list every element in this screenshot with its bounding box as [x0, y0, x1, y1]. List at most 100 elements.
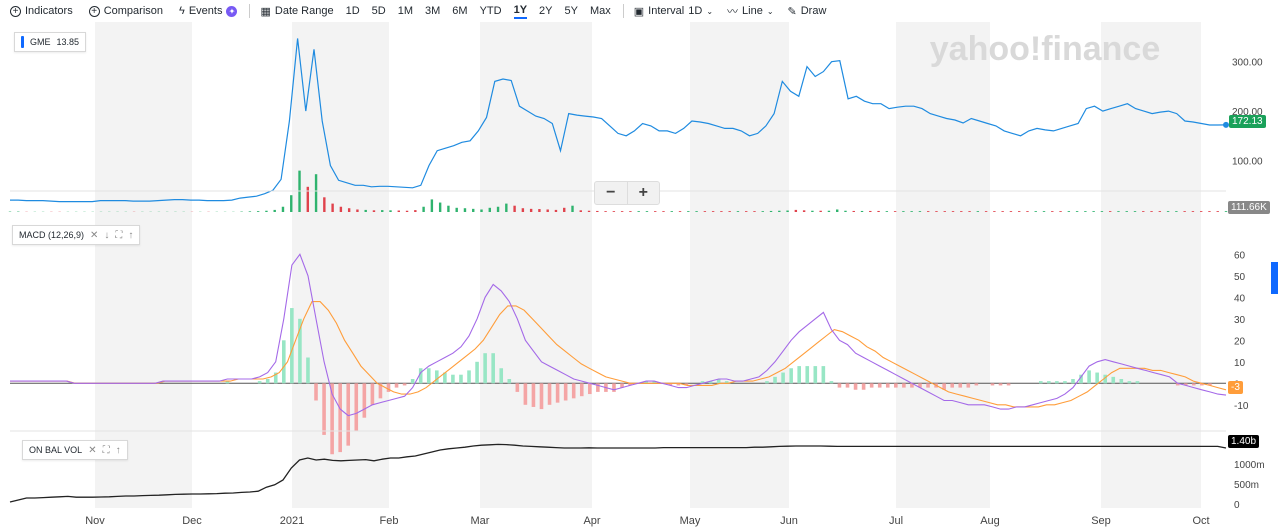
volume-bar: [480, 209, 483, 212]
price-tick-label: 300.00: [1232, 58, 1263, 69]
divider: [249, 4, 251, 18]
macd-tick-label: -10: [1234, 401, 1249, 412]
chevron-down-icon: ⌄: [766, 6, 774, 16]
volume-bar: [513, 205, 516, 212]
volume-bar: [968, 211, 971, 212]
macd-histogram-bar: [386, 383, 391, 392]
price-legend[interactable]: GME 13.85: [14, 32, 87, 52]
side-expand-button[interactable]: [1271, 262, 1278, 294]
obv-tag: 1.40b: [1228, 435, 1260, 448]
macd-histogram-bar: [1103, 374, 1108, 384]
volume-bar: [1084, 211, 1087, 212]
macd-histogram-bar: [1111, 376, 1116, 384]
events-button[interactable]: ϟ Events ✦: [179, 5, 238, 17]
volume-bar: [1158, 211, 1162, 212]
volume-bar: [273, 209, 276, 212]
volume-bar: [1059, 211, 1062, 212]
comparison-button[interactable]: + Comparison: [88, 5, 163, 17]
volume-bar: [951, 211, 955, 212]
price-tick-label: 200.00: [1232, 107, 1263, 118]
expand-icon[interactable]: ⛶: [102, 444, 110, 456]
chart-toolbar: + Indicators + Comparison ϟ Events ✦ ▦ Date R…: [0, 0, 1278, 22]
range-ytd[interactable]: YTD: [479, 5, 502, 17]
macd-histogram-bar: [1208, 383, 1212, 386]
close-icon[interactable]: ✕: [88, 444, 97, 456]
obv-legend[interactable]: ON BAL VOL ✕ ⛶ ↑: [22, 440, 128, 460]
range-1m[interactable]: 1M: [397, 5, 414, 17]
range-6m[interactable]: 6M: [452, 5, 468, 17]
macd-histogram-bar: [724, 381, 729, 384]
volume-bar: [811, 210, 814, 212]
macd-histogram-bar: [765, 381, 769, 384]
date-range-button[interactable]: ▦ Date Range: [260, 5, 334, 18]
obv-series-line: [9, 443, 1227, 503]
macd-histogram-bar: [459, 374, 463, 384]
macd-histogram-bar: [265, 379, 270, 384]
volume-bar: [381, 210, 384, 212]
price-tick-label: 100.00: [1232, 157, 1263, 168]
volume-bar: [546, 209, 549, 212]
chart-canvas[interactable]: yahoo!finance 100.00 200.00 300.00 -10 0 10 2…: [0, 22, 1278, 531]
x-tick-label: Oct: [1192, 515, 1209, 527]
volume-bar: [290, 195, 293, 212]
volume-bar: [885, 211, 889, 212]
volume-bar: [563, 207, 566, 212]
range-2y[interactable]: 2Y: [539, 5, 553, 17]
volume-bar: [1208, 211, 1211, 212]
range-3m[interactable]: 3M: [425, 5, 441, 17]
line-type-button[interactable]: 〰 Line ⌄: [727, 5, 774, 18]
range-1d[interactable]: 1D: [345, 5, 360, 17]
arrow-up-icon[interactable]: ↑: [128, 229, 134, 241]
volume-bar: [587, 210, 591, 212]
macd-histogram-bar: [435, 370, 439, 384]
macd-histogram-bar: [998, 383, 1003, 386]
volume-bar: [265, 210, 268, 212]
range-5y[interactable]: 5Y: [564, 5, 578, 17]
macd-histogram-bar: [805, 366, 810, 384]
lightning-icon: ϟ: [179, 5, 185, 17]
macd-histogram-bar: [1175, 383, 1180, 386]
obv-tick-label: 500m: [1234, 480, 1259, 491]
zoom-control: − +: [594, 181, 660, 205]
volume-bar: [629, 211, 632, 212]
volume-bar: [993, 211, 996, 212]
arrow-up-icon[interactable]: ↑: [115, 444, 121, 456]
volume-bar: [745, 211, 748, 212]
range-max[interactable]: Max: [589, 5, 611, 17]
interval-button[interactable]: ▣ Interval 1D ⌄: [633, 5, 714, 18]
macd-histogram-bar: [668, 383, 673, 386]
volume-bar: [488, 207, 491, 212]
macd-histogram-bar: [1055, 381, 1059, 384]
macd-legend[interactable]: MACD (12,26,9) ✕ ↓ ⛶ ↑: [12, 225, 141, 245]
macd-histogram-bar: [563, 383, 568, 401]
macd-histogram-bar: [789, 368, 793, 384]
legend-symbol: GME: [30, 37, 51, 47]
x-tick-label: Sep: [1091, 515, 1111, 527]
macd-histogram-bar: [273, 372, 278, 384]
zoom-in-button[interactable]: +: [638, 184, 648, 201]
macd-histogram-bar: [410, 379, 415, 384]
close-icon[interactable]: ✕: [90, 229, 99, 241]
pencil-icon: ✎: [787, 5, 797, 18]
indicators-button[interactable]: + Indicators: [10, 5, 73, 17]
volume-bar: [1133, 211, 1137, 212]
volume-bar: [571, 205, 574, 212]
volume-bar: [827, 210, 831, 212]
expand-icon[interactable]: ⛶: [115, 229, 123, 241]
volume-bar: [1092, 211, 1095, 212]
macd-histogram-bar: [515, 383, 520, 392]
volume-bar: [339, 206, 343, 212]
month-band: [1101, 22, 1201, 508]
volume-bar: [538, 209, 541, 212]
macd-series-line: [10, 253, 1227, 417]
macd-tick-label: 60: [1234, 250, 1246, 261]
range-5d[interactable]: 5D: [371, 5, 386, 17]
macd-histogram-bar: [716, 379, 721, 384]
arrow-down-icon[interactable]: ↓: [104, 229, 110, 241]
range-1y[interactable]: 1Y: [513, 4, 528, 19]
macd-histogram-bar: [1191, 383, 1196, 386]
draw-button[interactable]: ✎ Draw: [787, 5, 827, 18]
zoom-out-button[interactable]: −: [595, 182, 628, 204]
volume-bar: [331, 203, 334, 212]
x-tick-label: Jun: [780, 515, 798, 527]
